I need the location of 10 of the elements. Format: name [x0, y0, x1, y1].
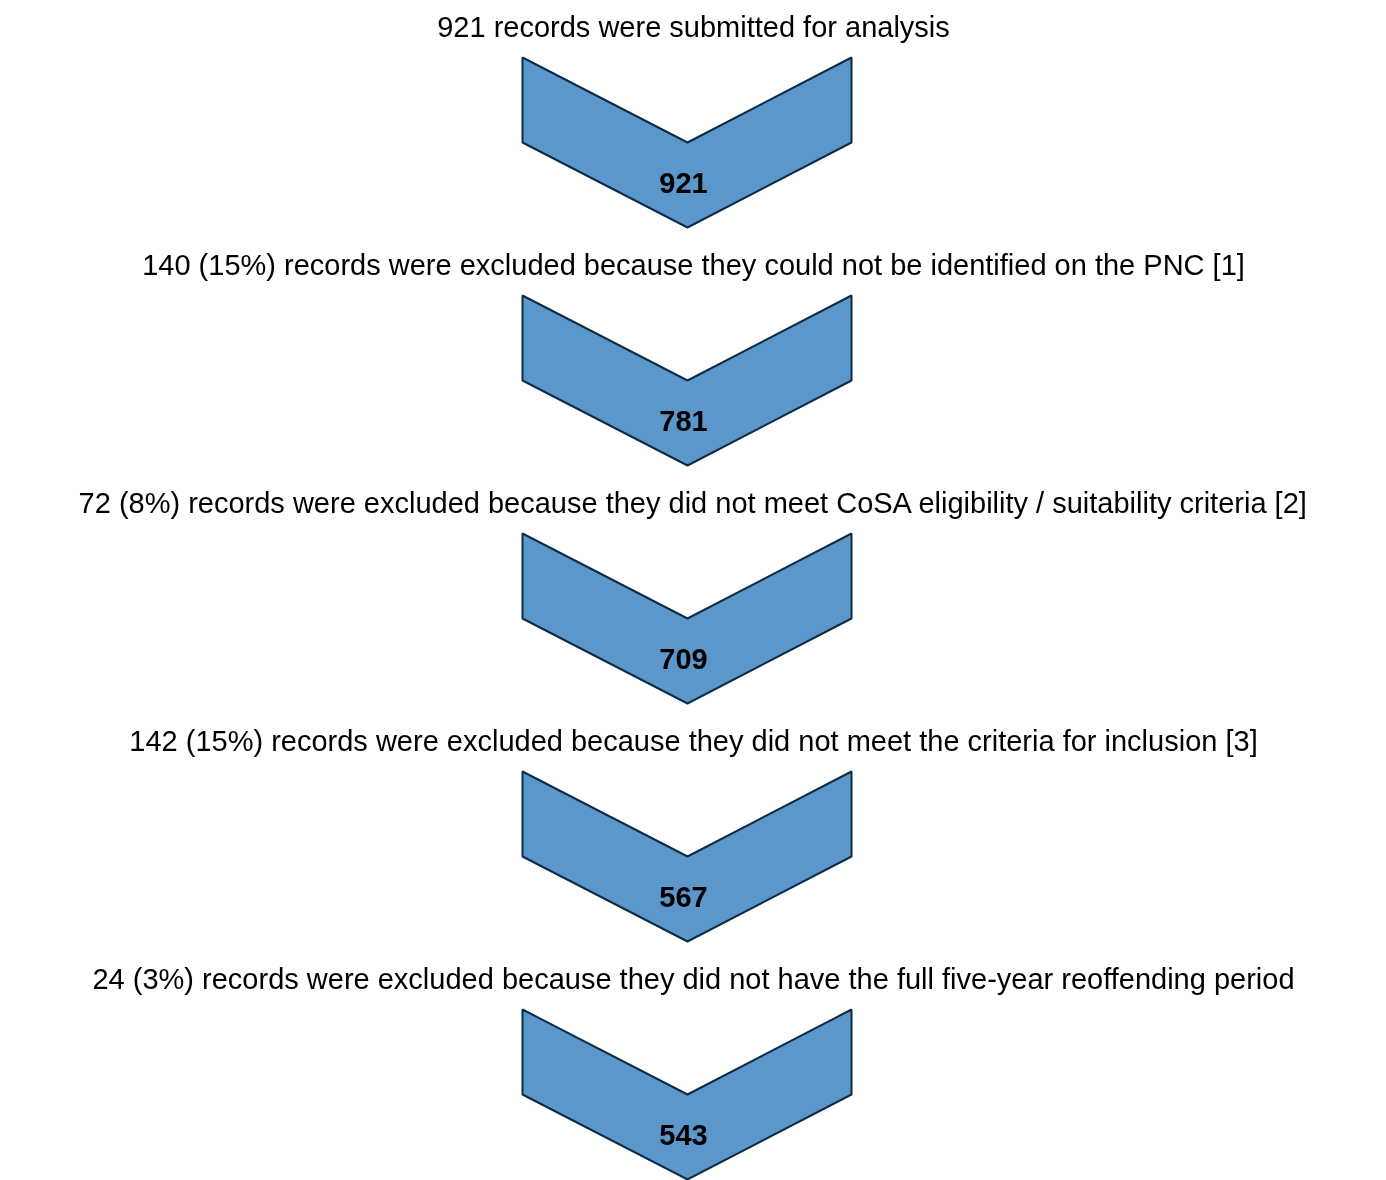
data-label: 709 — [659, 642, 708, 675]
data-label: 921 — [659, 166, 708, 199]
data-label: 567 — [659, 880, 708, 913]
text: 921 records were submitted for analysis — [437, 10, 950, 43]
text: 72 (8%) records were excluded because they did not meet CoSA eligibility / suitability criteria [2] — [78, 486, 1307, 519]
text: 142 (15%) records were excluded because they did not meet the criteria for inclusion [3] — [129, 724, 1258, 757]
data-label: 543 — [659, 1118, 708, 1151]
text: 24 (3%) records were excluded because they did not have the full five-year reoffending period — [92, 962, 1295, 995]
text: 140 (15%) records were excluded because they could not be identified on the PNC [1] — [142, 248, 1245, 281]
data-label: 781 — [659, 404, 708, 437]
